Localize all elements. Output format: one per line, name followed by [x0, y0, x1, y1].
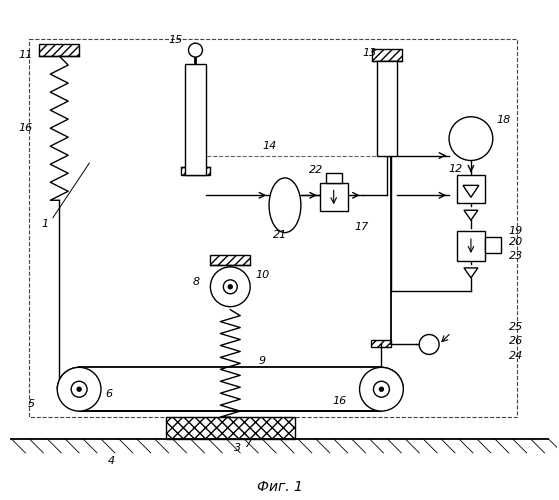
- Text: 12: 12: [449, 164, 463, 174]
- Circle shape: [359, 368, 403, 411]
- Circle shape: [71, 382, 87, 397]
- Ellipse shape: [269, 178, 301, 233]
- Text: 23: 23: [509, 251, 523, 261]
- Bar: [210, 255, 250, 265]
- Text: 25: 25: [509, 322, 523, 332]
- Polygon shape: [464, 268, 478, 278]
- Text: 17: 17: [354, 222, 369, 232]
- Circle shape: [210, 267, 250, 306]
- Text: 15: 15: [168, 35, 183, 45]
- Circle shape: [77, 387, 81, 391]
- Bar: [457, 231, 485, 261]
- Text: 4: 4: [107, 456, 115, 466]
- Text: 16: 16: [18, 122, 32, 132]
- Text: 6: 6: [106, 389, 112, 399]
- Text: 9: 9: [258, 356, 266, 366]
- Bar: [372, 340, 391, 347]
- Text: 10: 10: [255, 270, 269, 280]
- Text: 21: 21: [273, 230, 287, 240]
- Text: 11: 11: [18, 50, 32, 60]
- Text: 1: 1: [42, 219, 49, 229]
- Text: 18: 18: [496, 114, 511, 124]
- Text: 7: 7: [245, 439, 252, 449]
- Bar: [377, 61, 397, 156]
- Bar: [372, 49, 402, 61]
- Bar: [30, 39, 517, 417]
- Circle shape: [380, 387, 383, 391]
- Polygon shape: [463, 186, 479, 198]
- Circle shape: [373, 382, 390, 397]
- Text: 13: 13: [362, 48, 377, 58]
- Circle shape: [449, 116, 493, 160]
- Text: Фиг. 1: Фиг. 1: [257, 480, 303, 494]
- Bar: [326, 174, 342, 184]
- Text: 20: 20: [509, 237, 523, 247]
- Polygon shape: [464, 210, 478, 220]
- Bar: [165, 417, 295, 439]
- Circle shape: [188, 43, 202, 57]
- Text: 19: 19: [509, 226, 523, 236]
- Bar: [39, 44, 79, 56]
- Bar: [485, 237, 501, 253]
- Circle shape: [228, 285, 232, 289]
- Text: 26: 26: [509, 336, 523, 346]
- Bar: [181, 168, 210, 175]
- Text: 22: 22: [309, 166, 323, 175]
- Circle shape: [223, 280, 237, 294]
- Text: 24: 24: [509, 352, 523, 362]
- Bar: [457, 176, 485, 204]
- Bar: [320, 184, 348, 211]
- Text: 5: 5: [28, 399, 35, 409]
- Circle shape: [419, 334, 439, 354]
- Text: 8: 8: [193, 277, 200, 287]
- Text: 14: 14: [263, 140, 277, 150]
- Bar: [184, 64, 206, 176]
- Circle shape: [57, 368, 101, 411]
- Text: 16: 16: [333, 396, 347, 406]
- Text: 3: 3: [234, 443, 241, 453]
